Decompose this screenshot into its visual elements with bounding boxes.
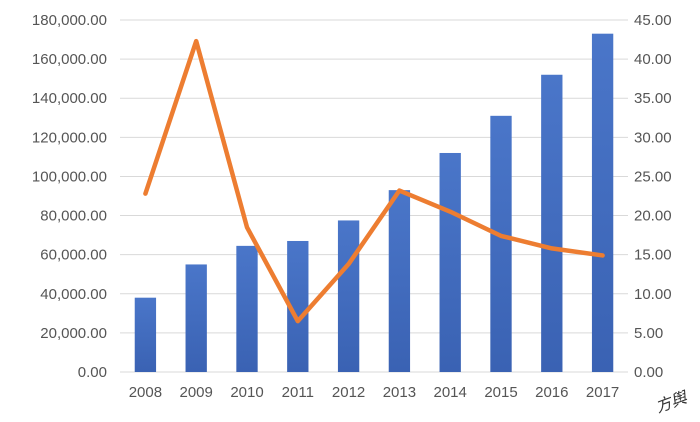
left-y-tick-label: 80,000.00	[40, 208, 107, 225]
line-series-path	[143, 38, 605, 324]
left-y-axis: 0.00 20,000.00 40,000.00 60,000.00 80,000.00…	[32, 12, 107, 381]
bar-2012	[337, 220, 360, 372]
x-tick-label: 2011	[282, 384, 314, 401]
right-y-tick-label: 15.00	[634, 247, 672, 264]
right-y-tick-label: 5.00	[634, 325, 663, 342]
x-tick-label: 2013	[383, 384, 416, 401]
right-y-axis: 0.00 5.00 10.00 15.00 20.00 25.00 30.00 35.00 40…	[634, 12, 672, 381]
right-y-tick-label: 45.00	[634, 12, 672, 29]
right-y-tick-label: 25.00	[634, 168, 672, 185]
right-y-tick-label: 40.00	[634, 51, 672, 68]
watermark: 方舆	[653, 387, 691, 416]
bar-2015	[490, 115, 512, 373]
bar-2014	[439, 152, 461, 372]
right-y-tick-label: 10.00	[634, 286, 672, 303]
right-y-tick-label: 20.00	[634, 208, 672, 225]
x-tick-label: 2017	[586, 384, 619, 401]
x-tick-label: 2008	[129, 384, 162, 401]
left-y-tick-label: 140,000.00	[32, 90, 107, 107]
bar-2011	[287, 240, 309, 372]
left-y-tick-label: 20,000.00	[40, 325, 107, 342]
x-tick-label: 2015	[484, 384, 517, 401]
x-tick-label: 2010	[230, 384, 263, 401]
left-y-tick-label: 0.00	[78, 364, 107, 381]
left-y-tick-label: 180,000.00	[32, 12, 107, 29]
x-tick-label: 2016	[535, 384, 568, 401]
x-tick-label: 2009	[180, 384, 213, 401]
right-y-tick-label: 30.00	[634, 129, 672, 146]
x-tick-label: 2012	[332, 384, 365, 401]
watermark-text: 方舆	[653, 387, 691, 416]
left-y-tick-label: 120,000.00	[32, 129, 107, 146]
x-axis: 2008 2009 2010 2011 2012 2013 2014 2015 2016 2017	[129, 384, 620, 401]
left-y-tick-label: 40,000.00	[40, 286, 107, 303]
bar-2013	[388, 190, 411, 372]
bar-2008	[134, 297, 157, 372]
right-y-tick-label: 0.00	[634, 364, 663, 381]
left-y-tick-label: 60,000.00	[40, 247, 107, 264]
bar-2009	[185, 264, 207, 372]
bar-2016	[541, 74, 563, 372]
left-y-tick-label: 160,000.00	[32, 51, 107, 68]
line-series	[143, 38, 605, 324]
left-y-tick-label: 100,000.00	[32, 168, 107, 185]
x-tick-label: 2014	[434, 384, 467, 401]
bar-2017	[591, 33, 614, 372]
right-y-tick-label: 35.00	[634, 90, 672, 107]
bar-2010	[236, 245, 258, 372]
